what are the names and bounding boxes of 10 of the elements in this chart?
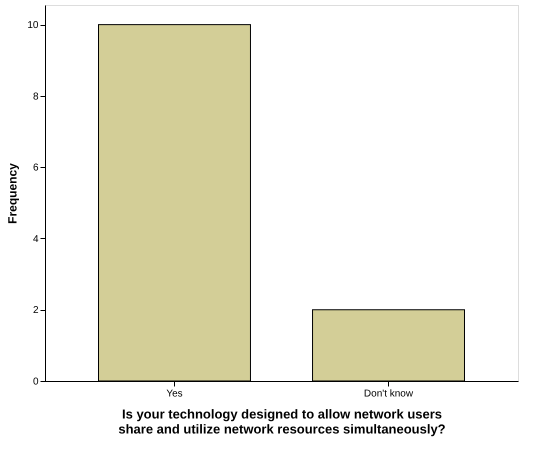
y-tick-label: 6 <box>32 162 39 174</box>
x-tick-label: Don't know <box>364 388 414 400</box>
y-tick-label: 10 <box>27 20 39 32</box>
y-tick-label: 0 <box>32 376 39 388</box>
y-tick-label: 4 <box>32 234 39 245</box>
x-tick-label: Yes <box>166 388 183 400</box>
x-axis-title: Is your technology designed to allow network users share and utilize network resources simultaneously? <box>118 406 446 436</box>
y-tick-label: 8 <box>32 91 39 102</box>
y-axis-title: Frequency <box>5 162 20 224</box>
y-tick-label: 2 <box>32 305 39 316</box>
